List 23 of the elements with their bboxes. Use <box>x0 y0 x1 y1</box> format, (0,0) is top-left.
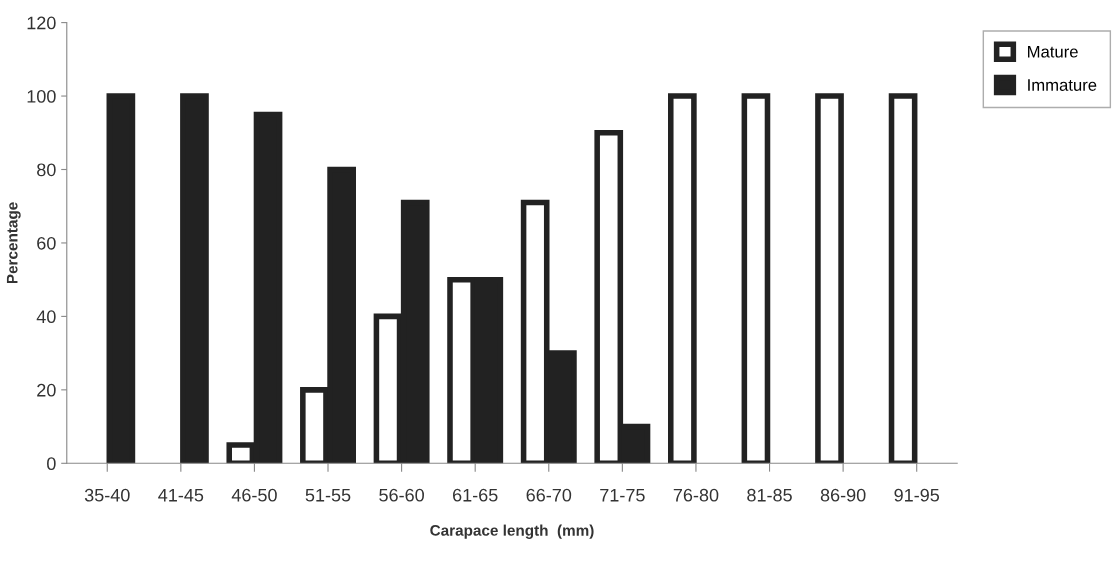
legend-label: Immature <box>1028 79 1097 91</box>
y-tick-label: 80 <box>37 163 56 177</box>
x-tick-label: 91-95 <box>894 488 940 502</box>
x-tick-label: 81-85 <box>747 488 792 502</box>
y-axis-title: Percentage <box>6 202 21 284</box>
legend-label: Mature <box>1028 45 1078 58</box>
x-tick-label: 41-45 <box>158 488 204 502</box>
y-tick-label: 120 <box>27 16 56 30</box>
x-tick-label: 51-55 <box>305 488 351 502</box>
x-tick-label: 71-75 <box>600 488 645 502</box>
y-tick-label: 0 <box>47 457 56 471</box>
y-tick-label: 60 <box>37 236 56 250</box>
x-tick-label: 61-65 <box>453 488 498 502</box>
x-tick-label: 56-60 <box>379 488 424 502</box>
x-tick-label: 86-90 <box>820 488 866 502</box>
y-tick-label: 100 <box>27 89 56 103</box>
x-tick-label: 76-80 <box>673 488 719 502</box>
x-tick-label: 66-70 <box>526 488 572 502</box>
y-tick-label: 40 <box>36 310 56 324</box>
x-tick-label: 46-50 <box>231 488 277 502</box>
y-tick-label: 20 <box>37 383 56 397</box>
x-axis-title: Carapace length (mm) <box>430 524 594 539</box>
x-tick-label: 35-40 <box>84 488 130 502</box>
